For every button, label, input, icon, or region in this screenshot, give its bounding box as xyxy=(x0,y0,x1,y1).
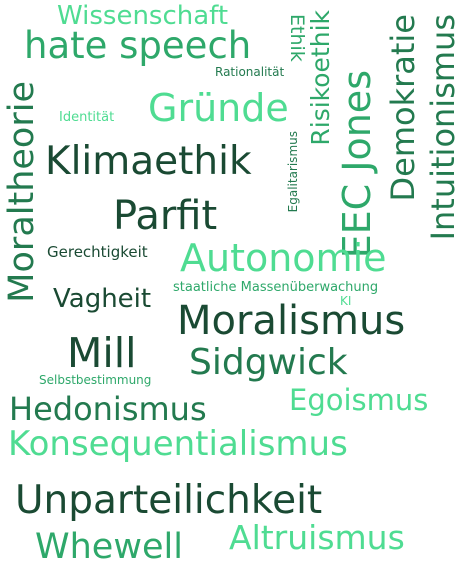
word-intuitionismus: Intuitionismus xyxy=(424,14,462,241)
word-wissenschaft: Wissenschaft xyxy=(57,1,229,31)
word-vagheit: Vagheit xyxy=(53,284,152,314)
word-selbstbestimmung: Selbstbestimmung xyxy=(39,373,152,387)
word-moraltheorie: Moraltheorie xyxy=(2,81,42,303)
word-unparteilichkeit: Unparteilichkeit xyxy=(15,478,323,523)
word-rationalitaet: Rationalität xyxy=(215,65,285,79)
word-autonomie: Autonomie xyxy=(180,236,387,280)
word-ethik: Ethik xyxy=(286,14,308,62)
word-gruende: Gründe xyxy=(148,86,289,130)
word-altruismus: Altruismus xyxy=(229,518,405,557)
word-klimaethik: Klimaethik xyxy=(45,139,252,184)
word-hedonismus: Hedonismus xyxy=(9,390,207,428)
word-gerechtigkeit: Gerechtigkeit xyxy=(47,243,148,261)
word-eec-jones: EEC Jones xyxy=(335,70,379,259)
word-risikoethik: Risikoethik xyxy=(306,10,335,146)
word-hate-speech: hate speech xyxy=(24,24,252,67)
word-egoismus: Egoismus xyxy=(289,383,429,417)
word-demokratie: Demokratie xyxy=(384,14,422,202)
word-ki: KI xyxy=(340,294,352,308)
word-sidgwick: Sidgwick xyxy=(189,342,348,383)
word-identitaet: Identität xyxy=(59,110,115,125)
word-konsequentialismus: Konsequentialismus xyxy=(8,424,348,464)
word-mill: Mill xyxy=(67,329,137,377)
word-moralismus: Moralismus xyxy=(177,298,406,344)
word-parfit: Parfit xyxy=(113,193,218,239)
word-whewell: Whewell xyxy=(35,527,183,567)
word-staatliche-massenueberwachung: staatliche Massenüberwachung xyxy=(173,280,379,295)
word-egalitarismus: Egalitarismus xyxy=(286,131,300,213)
